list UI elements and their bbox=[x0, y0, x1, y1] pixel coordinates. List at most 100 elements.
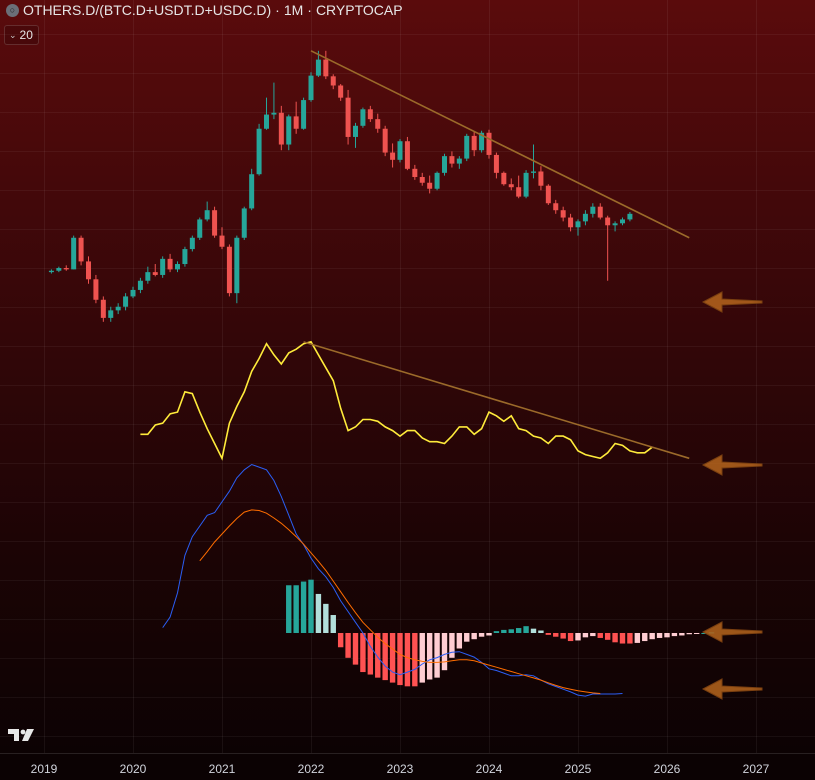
macd-histogram-bar bbox=[434, 633, 440, 678]
grid-line-horizontal bbox=[0, 580, 815, 581]
grid-line-horizontal bbox=[0, 424, 815, 425]
grid-line-vertical bbox=[311, 0, 312, 754]
macd-histogram-bar bbox=[375, 633, 381, 678]
grid-line-horizontal bbox=[0, 385, 815, 386]
candle-up bbox=[353, 125, 358, 137]
candle-down bbox=[449, 156, 455, 164]
grid-line-vertical bbox=[578, 0, 579, 754]
interval-label[interactable]: 1M bbox=[283, 2, 304, 18]
candle-up bbox=[308, 75, 314, 101]
candle-down bbox=[412, 168, 418, 178]
grid-line-horizontal bbox=[0, 307, 815, 308]
candle-down bbox=[493, 154, 499, 173]
macd-histogram-bar bbox=[426, 633, 433, 680]
macd-histogram-bar bbox=[337, 633, 344, 648]
macd-histogram-bar bbox=[515, 628, 522, 633]
grid-line-horizontal bbox=[0, 268, 815, 269]
candle-down bbox=[330, 76, 336, 86]
candle-down bbox=[605, 217, 611, 226]
candle-down bbox=[427, 182, 433, 189]
candle-up bbox=[145, 272, 151, 281]
grid-line-vertical bbox=[489, 0, 490, 754]
grid-line-horizontal bbox=[0, 619, 815, 620]
header-separator: · bbox=[275, 2, 280, 18]
exchange-label[interactable]: CRYPTOCAP bbox=[315, 2, 403, 18]
macd-histogram-bar bbox=[530, 628, 537, 633]
tradingview-logo-icon[interactable] bbox=[7, 727, 39, 743]
candle-down bbox=[100, 299, 106, 318]
macd-histogram-bar bbox=[671, 633, 678, 637]
grid-line-horizontal bbox=[0, 73, 815, 74]
candle-down bbox=[404, 141, 410, 169]
candle-down bbox=[390, 152, 396, 160]
macd-histogram-bar bbox=[471, 633, 477, 640]
candle-up bbox=[271, 112, 277, 115]
macd-histogram-bar bbox=[404, 633, 411, 687]
macd-histogram-bar bbox=[597, 633, 603, 638]
rsi-line bbox=[140, 340, 653, 461]
macd-histogram-bar bbox=[656, 633, 663, 638]
time-axis[interactable]: 2019 2020 2021 2022 2023 2024 2025 2026 … bbox=[0, 753, 815, 780]
candle-up bbox=[590, 206, 596, 214]
indicator-count-button[interactable]: ⌄ 20 bbox=[4, 25, 39, 45]
candle-up bbox=[130, 289, 136, 297]
candle-up bbox=[531, 171, 536, 173]
rsi-trendline bbox=[303, 341, 690, 460]
signal-line bbox=[199, 509, 601, 694]
candle-up bbox=[234, 237, 240, 294]
candle-down bbox=[152, 272, 158, 275]
x-tick-label: 2019 bbox=[30, 762, 58, 776]
macd-histogram-bar bbox=[679, 633, 685, 636]
grid-line-horizontal bbox=[0, 463, 815, 464]
chart-header: ○ OTHERS.D/(BTC.D+USDT.D+USDC.D) · 1M · … bbox=[6, 1, 403, 19]
candle-down bbox=[419, 177, 425, 183]
macd-histogram-bar bbox=[619, 633, 626, 644]
macd-histogram-bar bbox=[664, 633, 670, 638]
price-trendline bbox=[310, 50, 690, 239]
candle-up bbox=[434, 172, 440, 189]
macd-histogram-bar bbox=[627, 633, 633, 644]
candle-up bbox=[256, 128, 262, 175]
macd-histogram-bar bbox=[508, 629, 514, 633]
candle-down bbox=[560, 210, 566, 218]
candle-down bbox=[212, 210, 218, 236]
candle-down bbox=[545, 185, 551, 204]
macd-histogram-bar bbox=[286, 585, 292, 633]
grid-line-horizontal bbox=[0, 502, 815, 503]
left-arrow-icon bbox=[701, 678, 763, 700]
candle-down bbox=[345, 97, 351, 137]
candle-down bbox=[93, 279, 99, 300]
macd-histogram-bar bbox=[464, 633, 470, 642]
candle-down bbox=[367, 109, 373, 120]
macd-histogram-bar bbox=[590, 633, 596, 637]
candle-down bbox=[167, 258, 173, 270]
candle-down bbox=[278, 112, 284, 145]
macd-histogram-bar bbox=[486, 633, 492, 636]
candle-up bbox=[456, 158, 462, 164]
macd-histogram-bar bbox=[419, 633, 425, 683]
x-tick-label: 2025 bbox=[564, 762, 592, 776]
grid-line-horizontal bbox=[0, 229, 815, 230]
macd-histogram-bar bbox=[449, 633, 455, 658]
macd-histogram-bar bbox=[493, 631, 500, 633]
grid-line-horizontal bbox=[0, 190, 815, 191]
candle-down bbox=[538, 171, 544, 186]
macd-histogram-bar bbox=[604, 633, 611, 640]
macd-histogram-bar bbox=[367, 633, 374, 675]
header-separator: · bbox=[307, 2, 312, 18]
x-tick-label: 2020 bbox=[119, 762, 147, 776]
grid-line-vertical bbox=[756, 0, 757, 754]
candle-down bbox=[508, 184, 514, 188]
symbol-circle-icon[interactable]: ○ bbox=[6, 3, 19, 17]
macd-histogram-bar bbox=[501, 629, 507, 633]
candle-up bbox=[612, 223, 618, 226]
x-tick-label: 2024 bbox=[475, 762, 503, 776]
symbol-name[interactable]: OTHERS.D/(BTC.D+USDT.D+USDC.D) bbox=[23, 2, 272, 18]
candle-up bbox=[464, 135, 470, 159]
left-arrow-icon bbox=[701, 291, 763, 313]
grid-line-vertical bbox=[667, 0, 668, 754]
candle-down bbox=[382, 128, 388, 153]
chart-canvas[interactable] bbox=[0, 0, 815, 754]
macd-histogram-bar bbox=[345, 633, 351, 658]
